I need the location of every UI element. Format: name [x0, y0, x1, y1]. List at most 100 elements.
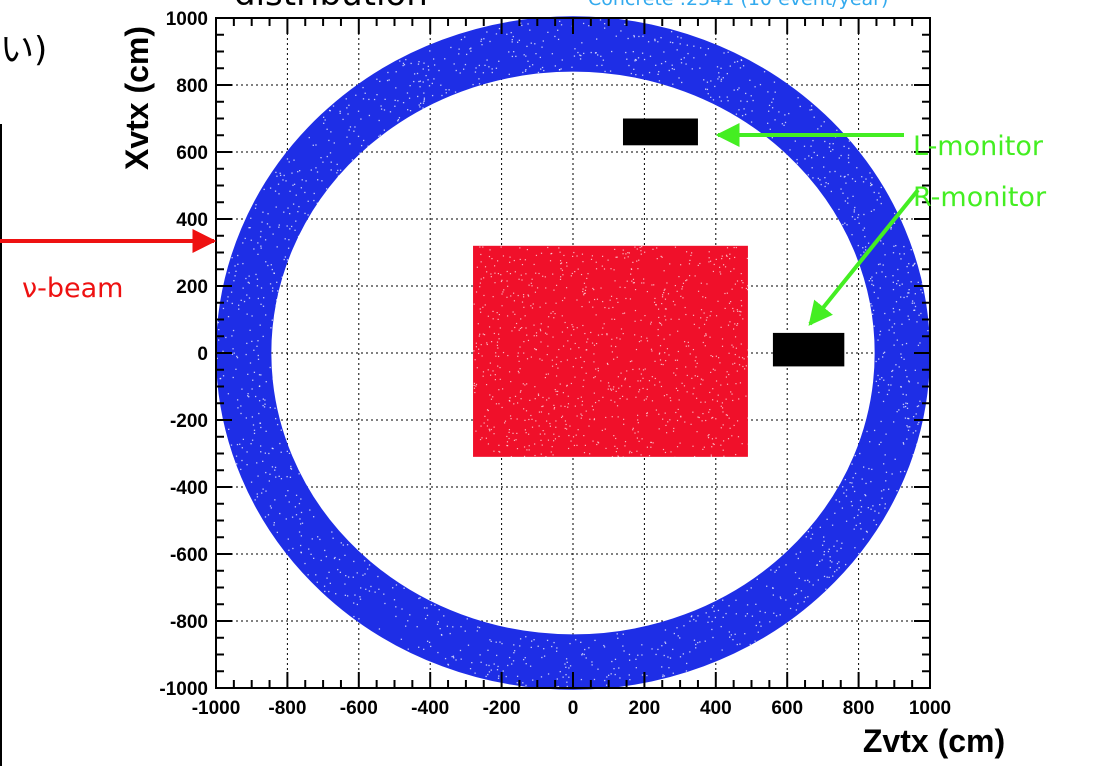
box-speck — [628, 252, 630, 254]
vertex-region — [772, 332, 845, 367]
box-speck — [519, 391, 522, 393]
box-speck — [696, 375, 699, 378]
box-speck — [631, 280, 633, 282]
ring-speck — [907, 417, 909, 420]
box-speck — [539, 306, 541, 308]
ring-speck — [580, 54, 582, 57]
ring-speck — [867, 507, 869, 509]
box-speck — [546, 420, 548, 422]
box-speck — [669, 397, 671, 399]
region-box — [772, 332, 845, 367]
box-speck — [664, 412, 666, 414]
box-speck — [716, 400, 718, 402]
ring-speck — [869, 172, 871, 174]
ring-speck — [353, 130, 355, 132]
header-left-fragment: い) — [0, 30, 48, 70]
box-speck — [516, 418, 518, 420]
ring-speck — [259, 324, 261, 326]
box-speck — [710, 371, 712, 373]
ring-speck — [918, 421, 920, 424]
ring-speck — [892, 275, 894, 277]
ring-speck — [876, 199, 878, 201]
box-speck — [680, 415, 682, 417]
box-speck — [728, 373, 730, 376]
ring-speck — [808, 155, 810, 157]
x-axis-label: Zvtx (cm) — [863, 723, 1005, 759]
box-speck — [523, 341, 525, 343]
ring-speck — [575, 639, 577, 641]
box-speck — [490, 398, 493, 400]
ring-speck — [720, 78, 723, 80]
box-speck — [535, 272, 537, 274]
ring-speck — [706, 88, 709, 91]
box-speck — [644, 251, 646, 253]
box-speck — [542, 396, 544, 399]
ring-speck — [255, 204, 257, 206]
ring-speck — [851, 216, 854, 218]
y-tick-label: 400 — [176, 210, 208, 231]
ring-speck — [313, 192, 315, 195]
box-speck — [476, 266, 478, 268]
ring-speck — [878, 391, 880, 394]
ring-speck — [711, 628, 713, 631]
box-speck — [500, 274, 502, 276]
box-speck — [483, 422, 485, 424]
ring-speck — [908, 263, 910, 265]
ring-speck — [880, 490, 883, 492]
box-speck — [653, 301, 656, 303]
ring-speck — [798, 577, 800, 579]
box-speck — [603, 323, 605, 325]
ring-speck — [508, 51, 510, 53]
ring-speck — [903, 443, 905, 445]
box-speck — [719, 266, 721, 268]
box-speck — [548, 413, 550, 415]
ring-speck — [320, 157, 322, 159]
box-speck — [560, 276, 562, 278]
box-speck — [506, 280, 508, 282]
ring-speck — [603, 646, 606, 648]
ring-speck — [260, 426, 262, 429]
box-speck — [525, 273, 527, 275]
ring-speck — [704, 88, 707, 90]
ring-speck — [811, 533, 814, 535]
ring-speck — [313, 557, 315, 560]
ring-speck — [252, 379, 254, 381]
ring-speck — [413, 73, 416, 75]
ring-speck — [357, 135, 360, 138]
ring-speck — [729, 65, 731, 67]
box-speck — [581, 400, 584, 402]
box-speck — [593, 361, 595, 363]
ring-speck — [750, 121, 753, 123]
box-speck — [631, 451, 633, 454]
ring-speck — [348, 129, 350, 131]
ring-speck — [408, 97, 411, 99]
ring-speck — [884, 312, 886, 315]
ring-speck — [919, 400, 921, 402]
box-speck — [738, 356, 740, 358]
box-speck — [548, 397, 550, 399]
box-speck — [527, 295, 530, 297]
ring-speck — [634, 60, 636, 62]
ring-speck — [860, 511, 862, 513]
ring-speck — [275, 206, 277, 208]
ring-speck — [522, 682, 524, 684]
box-speck — [732, 346, 734, 348]
ring-speck — [919, 342, 921, 344]
box-speck — [720, 444, 722, 446]
box-speck — [498, 338, 500, 340]
ring-speck — [833, 545, 835, 547]
ring-speck — [834, 571, 836, 573]
box-speck — [702, 296, 704, 298]
box-speck — [711, 417, 713, 419]
ring-speck — [292, 547, 294, 550]
box-speck — [517, 352, 519, 354]
ring-speck — [235, 270, 237, 272]
ring-speck — [236, 443, 239, 446]
box-speck — [499, 366, 501, 369]
ring-speck — [769, 621, 771, 623]
box-speck — [622, 253, 624, 255]
ring-speck — [898, 309, 901, 311]
box-speck — [641, 246, 643, 248]
box-speck — [745, 395, 747, 397]
ring-speck — [635, 74, 637, 76]
